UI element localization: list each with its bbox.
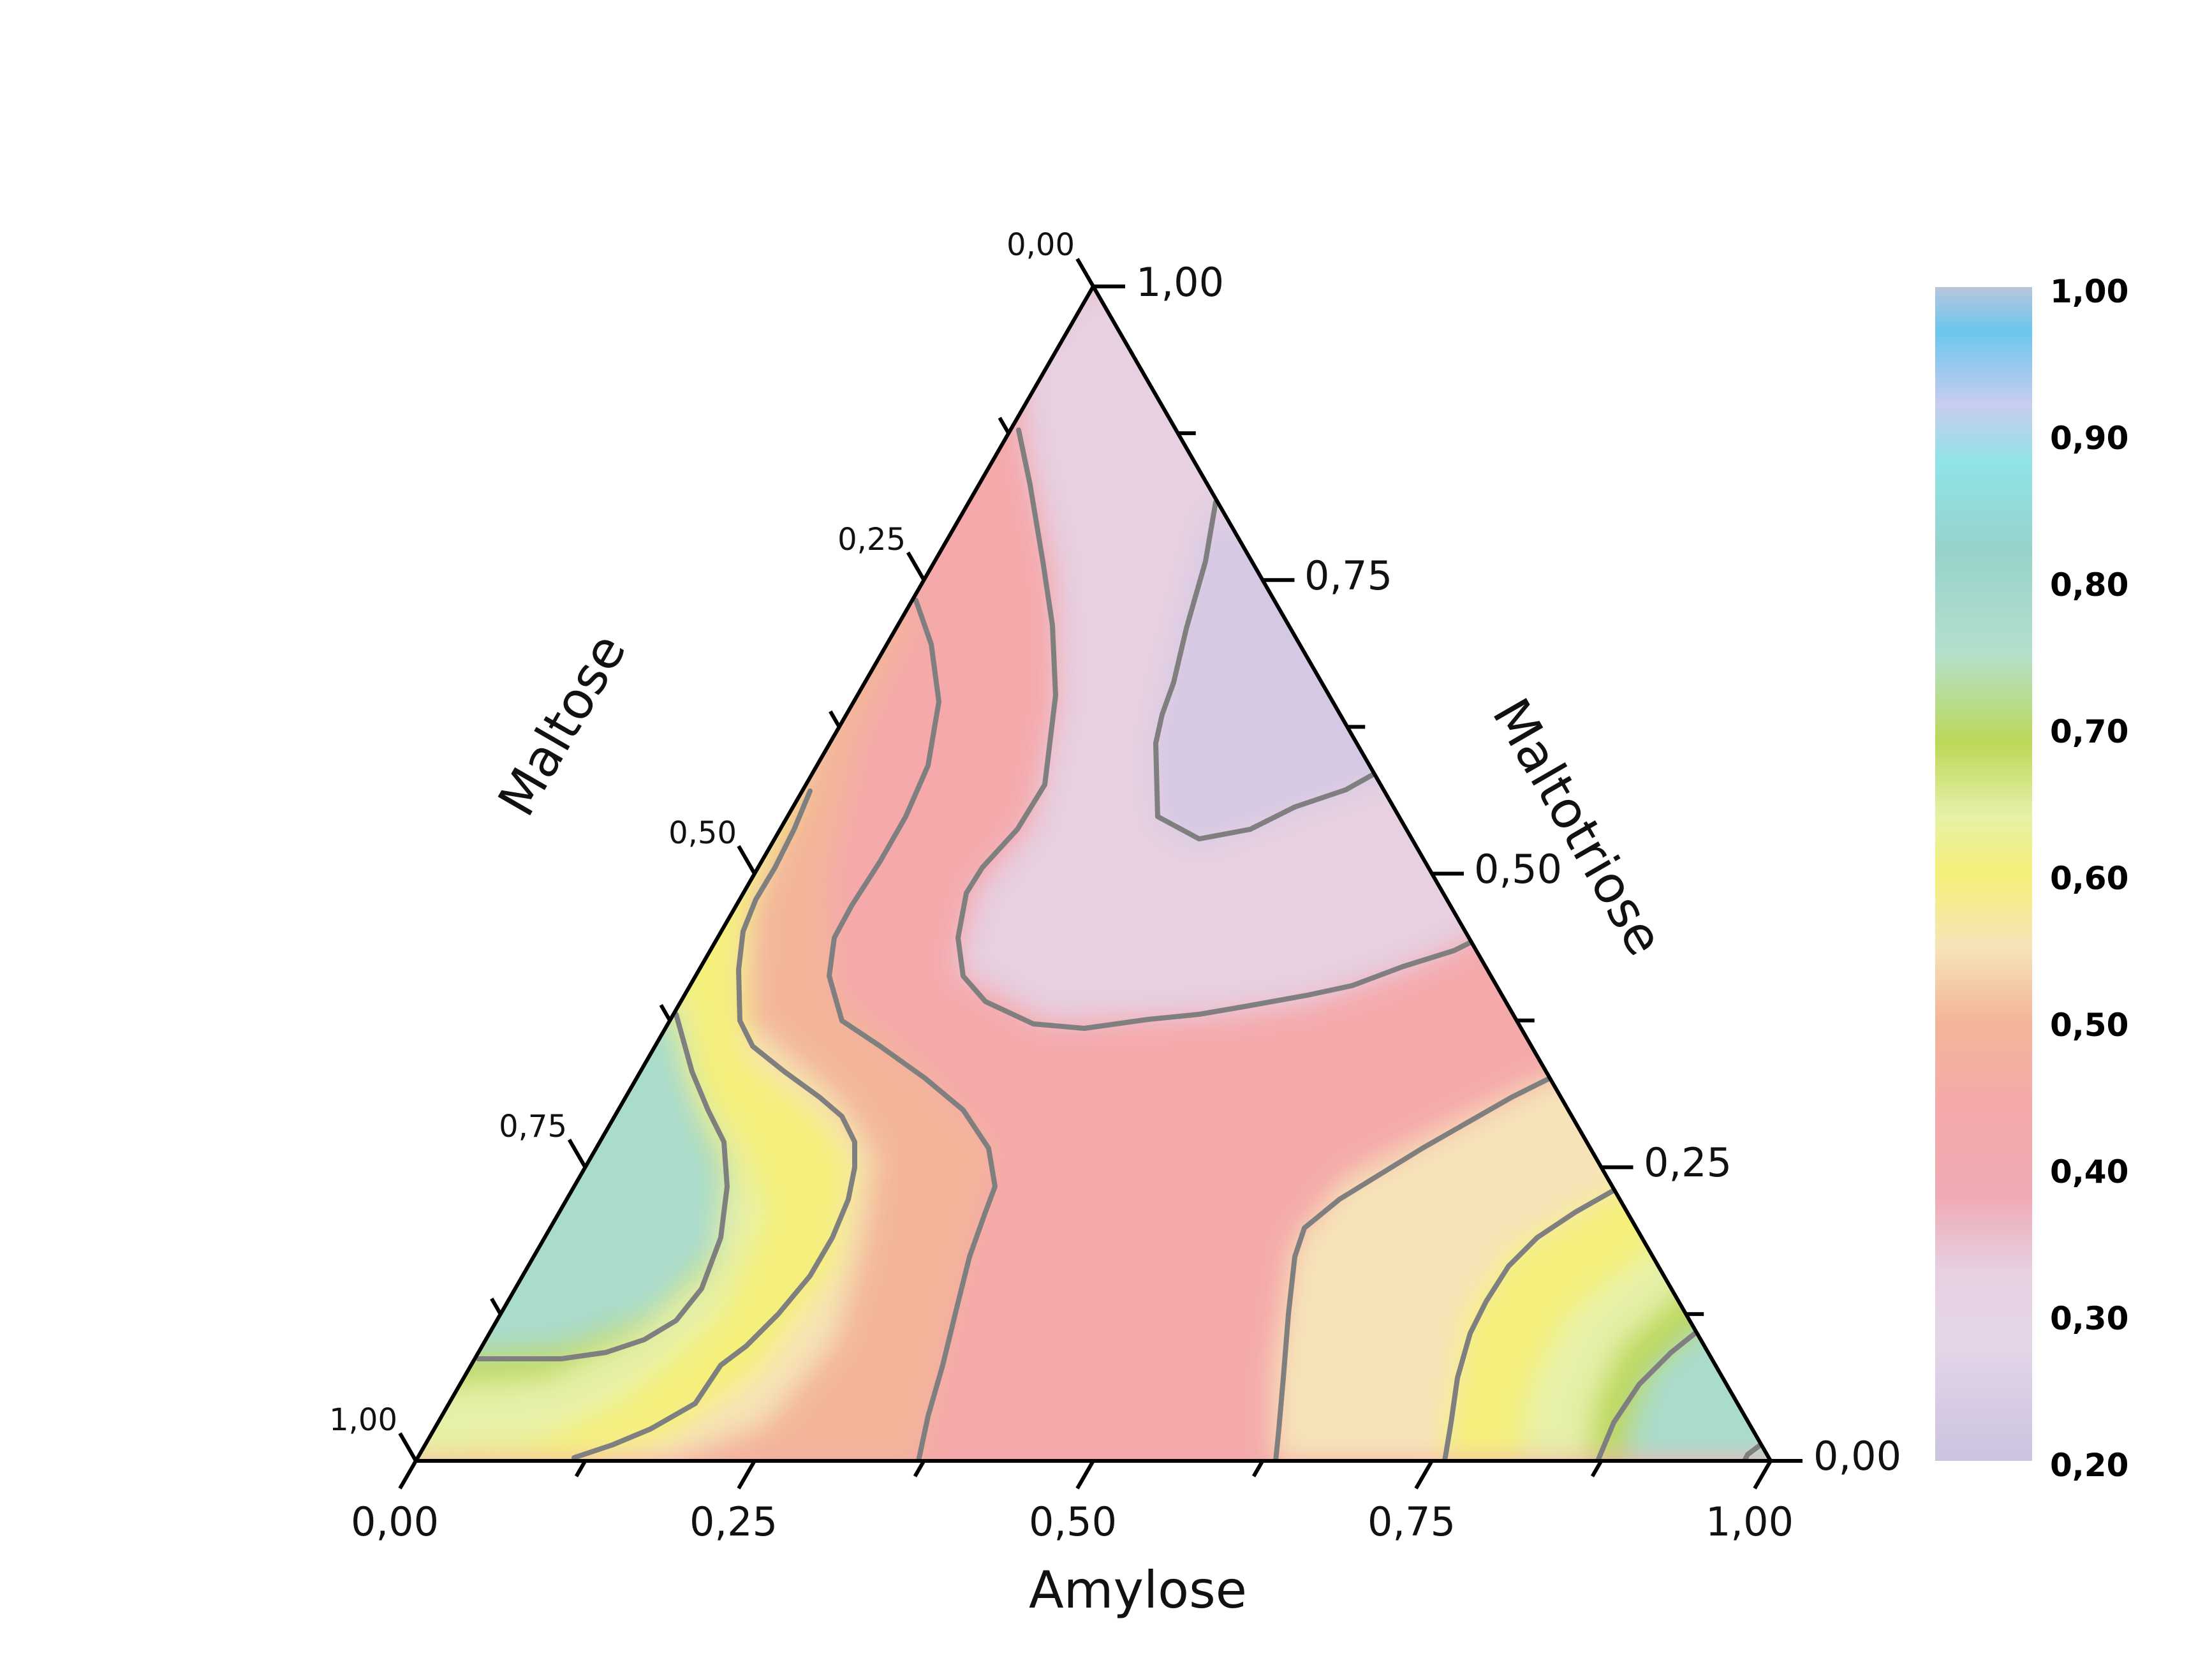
colorbar-tick-label: 0,80 [2050, 566, 2128, 603]
colorbar-tick-label: 0,20 [2050, 1447, 2128, 1484]
left-axis-title: Maltose [487, 624, 637, 825]
ternary-axes [398, 258, 1803, 1490]
axis-tick [998, 417, 1010, 434]
right-axis-title: Maltotriose [1481, 688, 1675, 965]
axis-tick [906, 551, 926, 581]
colorbar-tick-label: 0,70 [2050, 713, 2128, 750]
bottom-tick-label: 0,50 [1029, 1499, 1117, 1545]
axis-tick [1414, 1460, 1434, 1490]
left-tick-label: 0,50 [668, 815, 737, 851]
colorbar-tick-label: 0,50 [2050, 1007, 2128, 1044]
bottom-axis-title: Amylose [1029, 1560, 1247, 1620]
contour-line [476, 1012, 730, 1361]
contour-lines [476, 427, 1763, 1461]
colorbar-tick-label: 0,90 [2050, 420, 2128, 457]
colorbar-tick-label: 0,30 [2050, 1300, 2128, 1337]
axis-tick [398, 1460, 418, 1490]
axis-tick [737, 845, 756, 875]
left-tick-label: 1,00 [329, 1402, 397, 1438]
right-tick-label: 0,75 [1304, 552, 1392, 599]
left-tick-label: 0,75 [499, 1109, 567, 1144]
colorbar-tick-label: 0,60 [2050, 860, 2128, 897]
colorbar-tick-label: 0,40 [2050, 1153, 2128, 1190]
right-tick-label: 0,50 [1474, 846, 1562, 892]
axis-tick [574, 1460, 587, 1477]
axis-tick [1590, 1460, 1604, 1477]
colorbar-tick-label: 1,00 [2050, 273, 2128, 310]
axis-tick [1075, 258, 1095, 288]
contour-line [827, 598, 998, 1461]
colorbar-labels: 1,00 0,90 0,80 0,70 0,60 0,50 0,40 0,30 … [2050, 273, 2128, 1484]
right-tick-label: 1,00 [1136, 259, 1224, 306]
axis-tick [567, 1138, 587, 1169]
axis-tick [398, 1432, 418, 1462]
colorbar [1935, 287, 2032, 1461]
contour-line [1742, 1442, 1763, 1461]
axis-tick [1075, 1460, 1095, 1490]
contour-line [1442, 1185, 1621, 1461]
contour-line [1273, 1076, 1552, 1461]
axis-tick [1251, 1460, 1265, 1477]
axis-tick [659, 1003, 672, 1022]
contour-line [1153, 500, 1380, 841]
bottom-tick-label: 1,00 [1706, 1499, 1794, 1545]
axis-tick [490, 1298, 503, 1315]
bottom-tick-label: 0,00 [351, 1499, 439, 1545]
axis-tick [913, 1460, 926, 1477]
axis-tick [1753, 1460, 1773, 1490]
right-axis-labels: 0,00 0,25 0,50 0,75 1,00 [1136, 259, 1901, 1479]
axis-tick [829, 710, 841, 728]
contour-line [955, 427, 1482, 1031]
left-tick-label: 0,25 [837, 522, 906, 558]
left-axis-labels: 0,00 0,25 0,50 0,75 1,00 [329, 227, 1075, 1438]
left-tick-label: 0,00 [1006, 227, 1075, 263]
contour-line [571, 788, 857, 1460]
right-tick-label: 0,00 [1813, 1433, 1901, 1479]
right-tick-label: 0,25 [1644, 1139, 1732, 1186]
bottom-axis-labels: 0,00 0,25 0,50 0,75 1,00 [351, 1499, 1794, 1545]
axis-tick [737, 1460, 756, 1490]
bottom-tick-label: 0,25 [689, 1499, 778, 1545]
bottom-tick-label: 0,75 [1368, 1499, 1456, 1545]
